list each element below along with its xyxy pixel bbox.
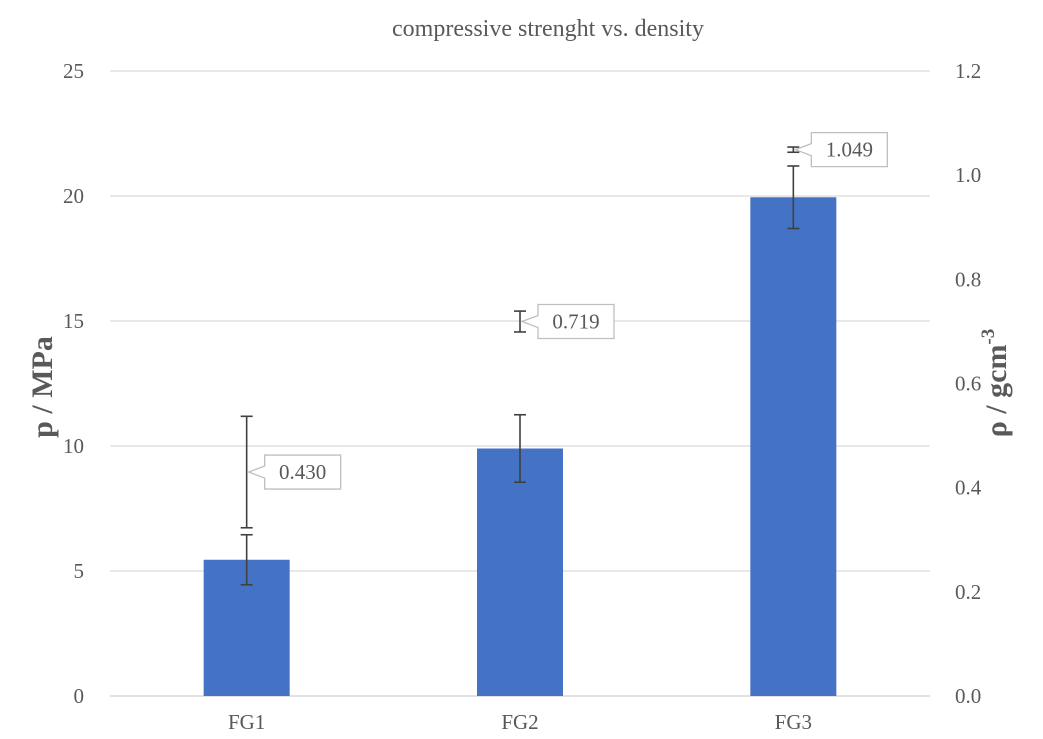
secondary-y-axis-title-main: ρ / gcm xyxy=(980,345,1013,438)
primary-y-tick-label: 20 xyxy=(63,184,84,208)
density-data-label: 1.049 xyxy=(793,131,888,168)
primary-y-tick-label: 15 xyxy=(63,309,84,333)
density-data-label-text: 0.719 xyxy=(552,310,599,334)
primary-y-axis-title: p / MPa xyxy=(26,336,59,438)
x-tick-labels: FG1 FG2 FG3 xyxy=(228,710,812,734)
bars xyxy=(203,197,837,696)
primary-y-tick-label: 5 xyxy=(74,559,85,583)
bar xyxy=(477,448,563,696)
secondary-y-tick-label: 1.0 xyxy=(955,163,981,187)
density-data-label-callout xyxy=(520,303,615,340)
secondary-y-tick-labels: 0.0 0.2 0.4 0.6 0.8 1.0 1.2 xyxy=(955,59,982,708)
secondary-y-tick-label: 1.2 xyxy=(955,59,981,83)
primary-y-tick-label: 10 xyxy=(63,434,84,458)
chart-title: compressive strenght vs. density xyxy=(392,16,704,42)
density-data-label-text: 1.049 xyxy=(826,138,873,162)
primary-y-tick-labels: 0 5 10 15 20 25 xyxy=(63,59,84,708)
bar-error-bar xyxy=(240,533,253,586)
density-data-label-callout xyxy=(246,454,342,490)
bar-error-bar xyxy=(514,413,526,484)
secondary-y-tick-label: 0.0 xyxy=(955,684,981,708)
bar xyxy=(750,197,837,696)
x-tick-label: FG1 xyxy=(228,710,265,734)
density-error-bar xyxy=(787,146,800,154)
density-data-label-callout xyxy=(793,131,888,168)
density-error-bar xyxy=(514,310,526,333)
secondary-y-axis-title: ρ / gcm-3 xyxy=(978,329,1013,438)
density-data-label: 0.430 xyxy=(246,454,342,490)
primary-y-tick-label: 25 xyxy=(63,59,84,83)
bar-error-bar xyxy=(787,165,800,230)
density-data-label-text: 0.430 xyxy=(279,460,326,484)
x-tick-label: FG3 xyxy=(775,710,812,734)
primary-y-tick-label: 0 xyxy=(74,684,85,708)
density-error-bars xyxy=(240,146,800,529)
density-data-label: 0.719 xyxy=(520,303,615,340)
x-tick-label: FG2 xyxy=(501,710,538,734)
secondary-y-tick-label: 0.6 xyxy=(955,372,981,396)
secondary-y-axis-title-superscript: -3 xyxy=(978,329,999,345)
density-data-labels: 0.430 0.719 1.049 xyxy=(246,131,888,490)
bar-error-bars xyxy=(240,165,800,586)
density-error-bar xyxy=(240,415,253,529)
secondary-y-tick-label: 0.4 xyxy=(955,476,982,500)
secondary-y-tick-label: 0.2 xyxy=(955,580,981,604)
secondary-y-tick-label: 0.8 xyxy=(955,267,981,291)
